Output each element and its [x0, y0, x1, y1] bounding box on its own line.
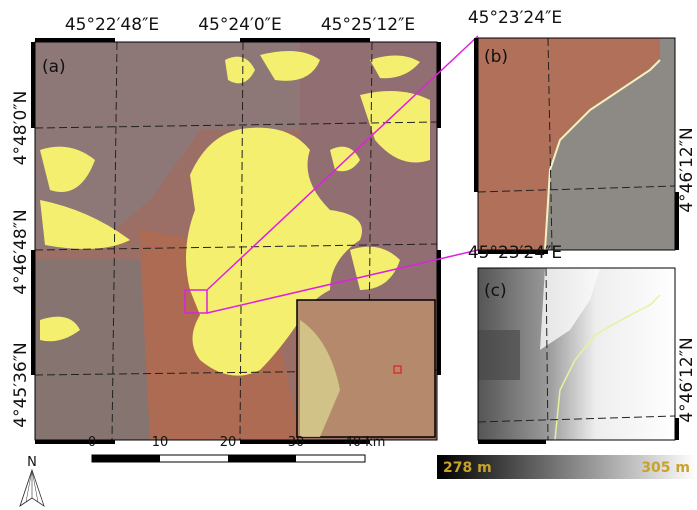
panel-label: (b): [484, 47, 508, 67]
latitude-label: 4°46′48″N: [11, 209, 31, 295]
latitude-label: 4°48′0″N: [11, 91, 31, 166]
scale-label: 30: [288, 435, 305, 450]
panel-b: (b) 45°23′24″E 4°46′12″N: [468, 8, 697, 254]
panel-label: (c): [484, 281, 507, 301]
north-label: N: [27, 455, 37, 470]
longitude-label: 45°23′24″E: [468, 8, 562, 28]
scale-label: 40 km: [345, 435, 386, 450]
panel-label: (a): [42, 57, 66, 77]
scale-label: 10: [152, 435, 169, 450]
latitude-label: 4°45′36″N: [11, 342, 31, 428]
latitude-label: 4°46′12″N: [677, 337, 697, 423]
longitude-label: 45°23′24″E: [468, 243, 562, 263]
north-arrow: N: [20, 455, 44, 506]
scale-label: 0: [88, 435, 96, 450]
longitude-label: 45°22′48″E: [65, 15, 159, 35]
longitude-label: 45°24′0″E: [198, 15, 282, 35]
latitude-label: 4°46′12″N: [677, 127, 697, 213]
scale-label: 20: [220, 435, 237, 450]
elevation-legend: 278 m 305 m: [437, 455, 697, 479]
legend-min: 278 m: [443, 460, 492, 476]
panel-c: (c) 45°23′24″E 4°46′12″N: [468, 243, 697, 444]
longitude-label: 45°25′12″E: [321, 15, 415, 35]
figure: (a) 45°22′48″E 45°24′0″E 45°25′12″E 4°48…: [0, 0, 697, 510]
legend-max: 305 m: [641, 460, 690, 476]
panel-a: (a) 45°22′48″E 45°24′0″E 45°25′12″E 4°48…: [11, 15, 441, 444]
